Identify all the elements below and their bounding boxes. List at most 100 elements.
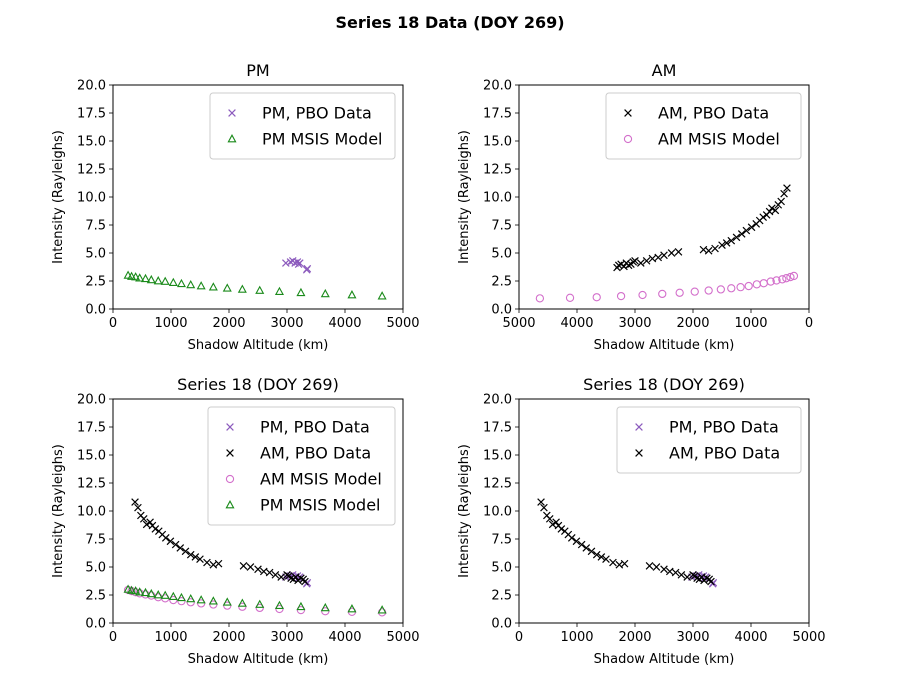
data-point-triangle [255, 599, 265, 608]
data-point [197, 599, 206, 608]
data-point-stroke-b [582, 544, 591, 552]
data-point-triangle [208, 282, 218, 291]
data-point [176, 592, 186, 602]
data-point-stroke-b [615, 560, 624, 569]
data-point [222, 597, 232, 606]
data-point-triangle [377, 605, 387, 614]
x-tick-label: 4000 [328, 316, 361, 331]
data-point-triangle [296, 601, 306, 611]
data-point-triangle [153, 276, 163, 285]
axes-frame [112, 84, 404, 310]
data-point [783, 184, 791, 192]
series-pm-msis [123, 270, 387, 300]
data-point [565, 293, 575, 302]
data-point-stroke-b [667, 249, 676, 257]
data-point-stroke-b [645, 562, 654, 570]
legend-marker-triangle [227, 134, 237, 143]
data-point [208, 596, 218, 605]
data-point-stroke-b [711, 244, 719, 253]
data-point [674, 248, 683, 256]
data-point [620, 262, 628, 271]
data-point-triangle [255, 285, 265, 294]
data-point-stroke-b [158, 530, 167, 539]
data-point-stroke-b [282, 259, 290, 267]
data-point [127, 585, 137, 594]
data-point-stroke-b [631, 257, 639, 265]
y-tick-label: 2.5 [491, 275, 512, 290]
data-point-stroke-b [654, 253, 663, 262]
data-point [135, 273, 145, 282]
data-point [296, 601, 306, 611]
data-point-stroke-b [592, 550, 601, 559]
data-point-stroke-b [259, 567, 268, 576]
data-point-triangle [377, 291, 387, 300]
data-point [191, 553, 200, 561]
y-tick-label: 20.0 [483, 393, 512, 408]
data-point-stroke-b [660, 565, 668, 574]
legend-marker-stroke-b [635, 423, 643, 431]
x-tick-label: 5000 [386, 316, 419, 331]
data-point [254, 565, 262, 574]
data-point-stroke-b [709, 578, 718, 587]
data-point-stroke-b [271, 571, 280, 579]
subplot-title: AM [652, 61, 677, 80]
data-point-stroke-b [543, 511, 551, 520]
y-tick-label: 0.0 [491, 617, 512, 632]
data-point-ring [169, 595, 178, 605]
data-point-ring [778, 275, 787, 284]
data-point [742, 226, 751, 235]
data-point [286, 258, 295, 266]
axes-frame [518, 398, 810, 624]
data-point [271, 571, 280, 579]
x-tick-label: 5000 [502, 316, 535, 331]
x-axis-ticks: 0 1000 2000 3000 4000 5000 [109, 623, 420, 645]
data-point-stroke-b [700, 576, 708, 585]
data-point-stroke-b [572, 537, 581, 546]
y-tick-label: 12.5 [483, 477, 512, 492]
legend: PM, PBO Data AM, PBO Data [616, 406, 802, 474]
data-point-stroke-b [209, 560, 218, 569]
data-point-triangle [127, 271, 137, 280]
data-point-triangle [274, 600, 284, 609]
x-tick-label: 0 [515, 630, 523, 645]
data-point [786, 272, 795, 282]
data-point-ring [186, 598, 195, 607]
data-point-triangle [347, 604, 357, 613]
data-point-triangle [131, 586, 141, 595]
data-point-stroke-b [552, 518, 560, 527]
data-point-ring [223, 601, 232, 610]
subplot-grid: PM0 1000 2000 3000 4000 50000.02.55.07.510.01… [51, 61, 826, 667]
data-point [295, 259, 304, 267]
data-point-triangle [347, 290, 357, 299]
data-point [142, 520, 151, 529]
legend-label: AM MSIS Model [260, 470, 382, 489]
data-point [186, 593, 196, 603]
data-point-stroke-b [283, 571, 291, 579]
y-tick-label: 12.5 [77, 477, 106, 492]
data-point [160, 276, 170, 285]
data-point-ring [736, 283, 745, 292]
data-point [609, 558, 617, 567]
data-point [771, 206, 780, 215]
data-point [636, 259, 645, 267]
data-point-stroke-b [689, 571, 697, 579]
data-point-stroke-b [587, 547, 596, 556]
legend-marker [225, 500, 235, 509]
data-point [186, 598, 195, 607]
data-point-stroke-b [295, 259, 304, 267]
data-point-stroke-b [293, 258, 302, 266]
x-tick-label: 2000 [618, 630, 651, 645]
legend-marker [635, 449, 643, 457]
legend-marker [225, 474, 235, 484]
data-point [780, 189, 788, 198]
data-point-stroke-b [597, 553, 606, 561]
data-point [660, 565, 668, 574]
y-tick-label: 20.0 [483, 79, 512, 94]
legend-marker-ring [225, 474, 235, 484]
data-point-ring [255, 603, 264, 613]
y-tick-label: 0.0 [85, 617, 106, 632]
data-point-stroke-b [203, 558, 211, 567]
x-tick-label: 3000 [270, 316, 303, 331]
data-point-stroke-b [636, 259, 645, 267]
